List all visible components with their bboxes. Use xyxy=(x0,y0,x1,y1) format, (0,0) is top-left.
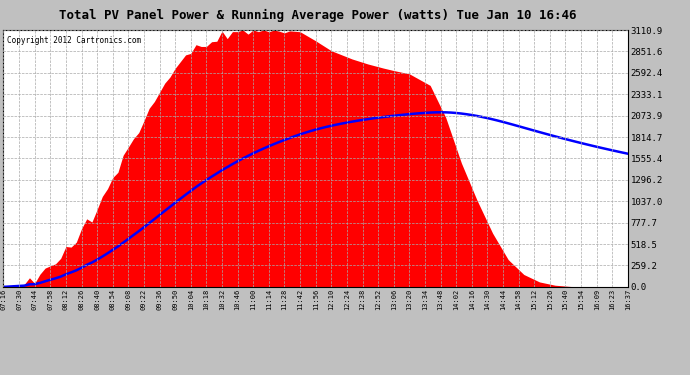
Text: Copyright 2012 Cartronics.com: Copyright 2012 Cartronics.com xyxy=(7,36,141,45)
Text: Total PV Panel Power & Running Average Power (watts) Tue Jan 10 16:46: Total PV Panel Power & Running Average P… xyxy=(59,9,576,22)
